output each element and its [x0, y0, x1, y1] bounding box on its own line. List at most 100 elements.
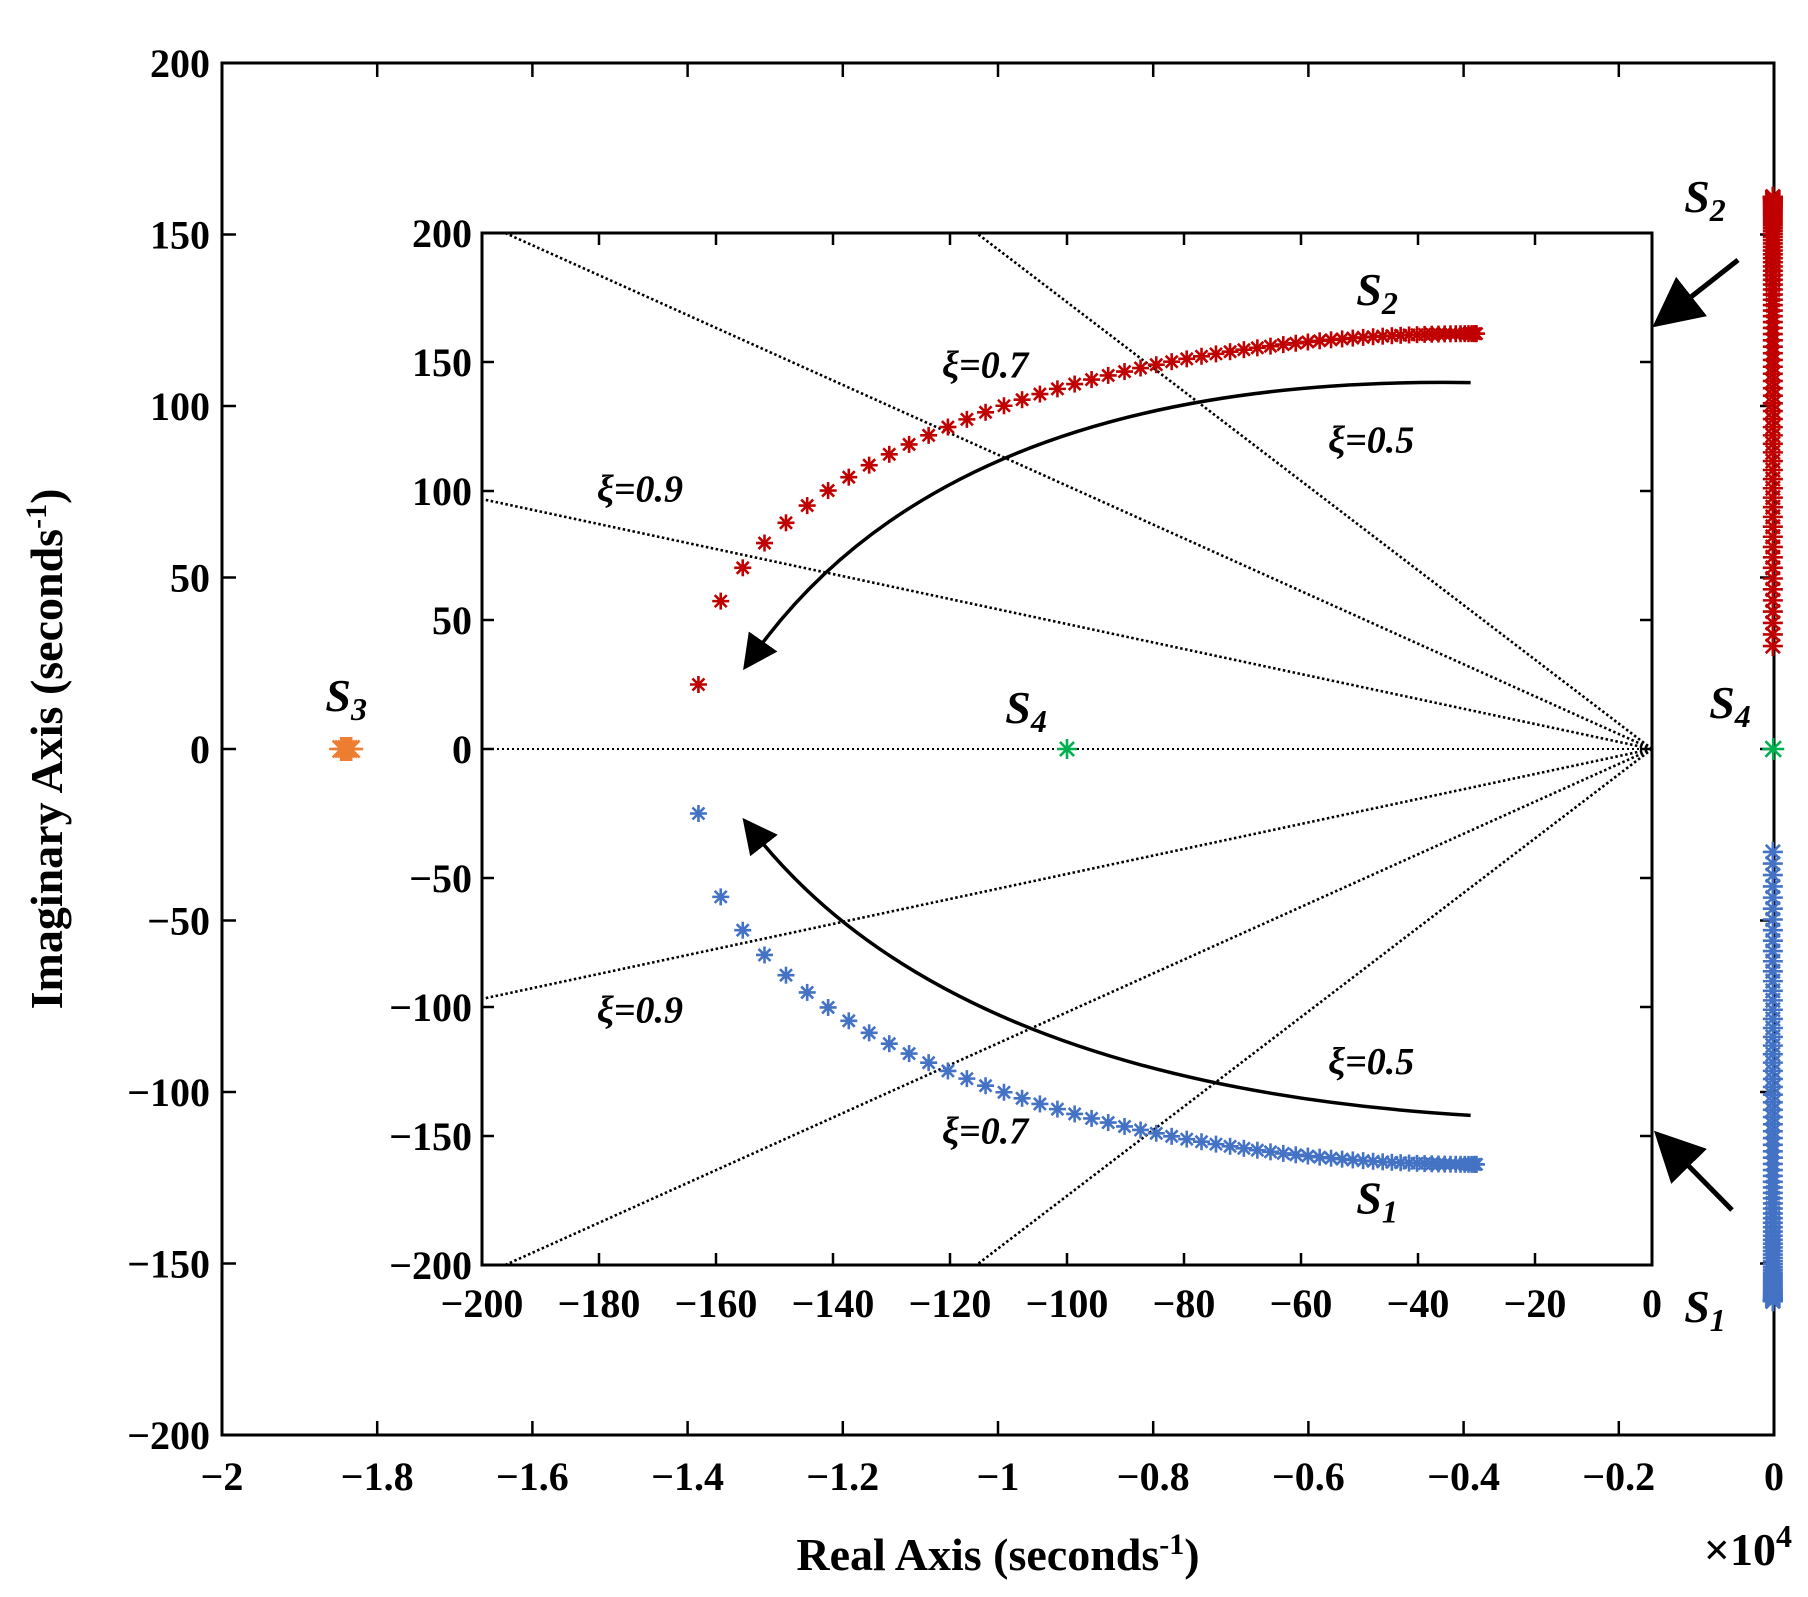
inset-xtick-label: −60 [1270, 1281, 1333, 1326]
inset-xtick-label: −100 [1026, 1281, 1109, 1326]
inset-s1-marker [712, 888, 730, 906]
inset-s1-marker [1261, 1143, 1279, 1161]
inset-s2-marker [734, 559, 752, 577]
inset-s1-marker [1031, 1095, 1049, 1113]
inset-s2-marker [1207, 345, 1225, 363]
inset-arrow-lower [742, 817, 1471, 1118]
inset-s4-label: S4 [1005, 682, 1047, 739]
damping-line-0_7 [502, 747, 1652, 1265]
inset-s2-marker [1248, 339, 1266, 357]
inset-s2-marker [756, 534, 774, 552]
main-arrow-s1 [1653, 1130, 1734, 1212]
main-s1-marker [1762, 853, 1783, 874]
inset-s1-marker [1066, 1105, 1084, 1123]
main-xtick-label: −1.8 [341, 1454, 414, 1499]
inset-ytick-label: −50 [409, 856, 472, 901]
inset-xtick-label: −160 [675, 1281, 758, 1326]
inset-s1-marker [1013, 1089, 1031, 1107]
inset-s1-marker [977, 1077, 995, 1095]
inset-s1-marker [920, 1054, 938, 1072]
inset-s2-marker [977, 403, 995, 421]
inset-s2-marker [1013, 391, 1031, 409]
inset-s1-marker [734, 921, 752, 939]
inset-xtick-label: 0 [1642, 1281, 1662, 1326]
main-xtick-label: −1.2 [806, 1454, 879, 1499]
inset-s2-marker [1031, 385, 1049, 403]
main-xtick-label: −1 [977, 1454, 1020, 1499]
main-s2-marker [1762, 186, 1783, 207]
inset-s1-marker [1344, 1151, 1362, 1169]
inset-s2-marker [1163, 353, 1181, 371]
inset-s1-marker [1235, 1139, 1253, 1157]
inset-s1-label: S1 [1356, 1172, 1398, 1229]
main-xtick-label: −1.4 [651, 1454, 724, 1499]
inset-s1-marker [1132, 1121, 1150, 1139]
inset-s1-marker [840, 1012, 858, 1030]
inset-s2-marker [689, 676, 707, 693]
inset-s1-marker [880, 1035, 898, 1053]
inset-s1-marker [819, 998, 837, 1016]
damping-label-0_9-upper: ξ=0.9 [597, 468, 683, 510]
main-xtick-label: −0.4 [1427, 1454, 1500, 1499]
main-s1-marker [1762, 1291, 1783, 1312]
inset-s2-marker [1235, 341, 1253, 359]
inset-s2-marker [1193, 347, 1211, 365]
inset-s2-marker [1287, 334, 1305, 352]
inset-ytick-label: −150 [389, 1114, 472, 1159]
main-xtick-label: −0.6 [1272, 1454, 1345, 1499]
main-s1-marker [1762, 865, 1783, 886]
inset-s1-marker [1274, 1144, 1292, 1162]
damping-line-0_7 [502, 233, 1652, 751]
inset-xtick-label: −20 [1504, 1281, 1567, 1326]
inset-xtick-label: −140 [792, 1281, 875, 1326]
main-s1-label: S1 [1684, 1281, 1726, 1338]
damping-line-0_5 [974, 233, 1652, 751]
inset-s2-marker [819, 482, 837, 500]
inset-s1-marker [900, 1045, 918, 1063]
inset-ytick-label: 50 [432, 598, 472, 643]
inset-s2-marker [1178, 350, 1196, 368]
inset-s1-marker [1248, 1141, 1266, 1159]
inset-xtick-label: −180 [558, 1281, 641, 1326]
main-xtick-label: −0.2 [1582, 1454, 1655, 1499]
inset-s2-marker [880, 445, 898, 463]
main-ytick-label: −100 [127, 1070, 210, 1115]
main-ytick-label: −50 [147, 899, 210, 944]
inset-arrow-upper [743, 380, 1471, 671]
inset-s1-marker [1322, 1149, 1340, 1167]
inset-s2-marker [1099, 366, 1117, 384]
inset-s1-marker [1083, 1109, 1101, 1127]
damping-label-0_5-lower: ξ=0.5 [1328, 1041, 1414, 1083]
inset-s2-marker [939, 418, 957, 436]
inset-s2-marker [777, 514, 795, 532]
inset-s1-marker [1193, 1133, 1211, 1151]
damping-line-0_5 [974, 747, 1652, 1265]
main-s3-marker [339, 737, 364, 761]
inset-s1-marker [860, 1024, 878, 1042]
y-axis-label: Imaginary Axis (seconds-1) [20, 489, 73, 1010]
main-ytick-label: 150 [150, 213, 210, 258]
inset-s1-marker [1178, 1130, 1196, 1148]
inset-s2-marker [840, 468, 858, 486]
inset-xtick-label: −80 [1153, 1281, 1216, 1326]
inset-s2-marker [995, 397, 1013, 415]
inset-s1-marker [1221, 1137, 1239, 1155]
inset-s2-marker [860, 456, 878, 474]
inset-ytick-label: 100 [412, 469, 472, 514]
inset-ytick-label: 200 [412, 211, 472, 256]
damping-label-0_7-lower: ξ=0.7 [942, 1111, 1030, 1153]
main-s4-label: S4 [1709, 677, 1751, 734]
inset-s2-marker [1116, 363, 1134, 381]
main-s4-marker [1762, 738, 1785, 760]
main-xtick-label: 0 [1764, 1454, 1784, 1499]
inset-plot-area [482, 233, 1652, 1265]
inset-ytick-label: 0 [452, 727, 472, 772]
main-ytick-label: 50 [170, 556, 210, 601]
inset-s1-marker [1207, 1135, 1225, 1153]
main-arrow-s2 [1652, 258, 1740, 328]
inset-xtick-label: −40 [1387, 1281, 1450, 1326]
inset-s1-marker [939, 1062, 957, 1080]
x-axis-label: Real Axis (seconds-1) [796, 1528, 1199, 1581]
inset-s2-marker [798, 497, 816, 515]
